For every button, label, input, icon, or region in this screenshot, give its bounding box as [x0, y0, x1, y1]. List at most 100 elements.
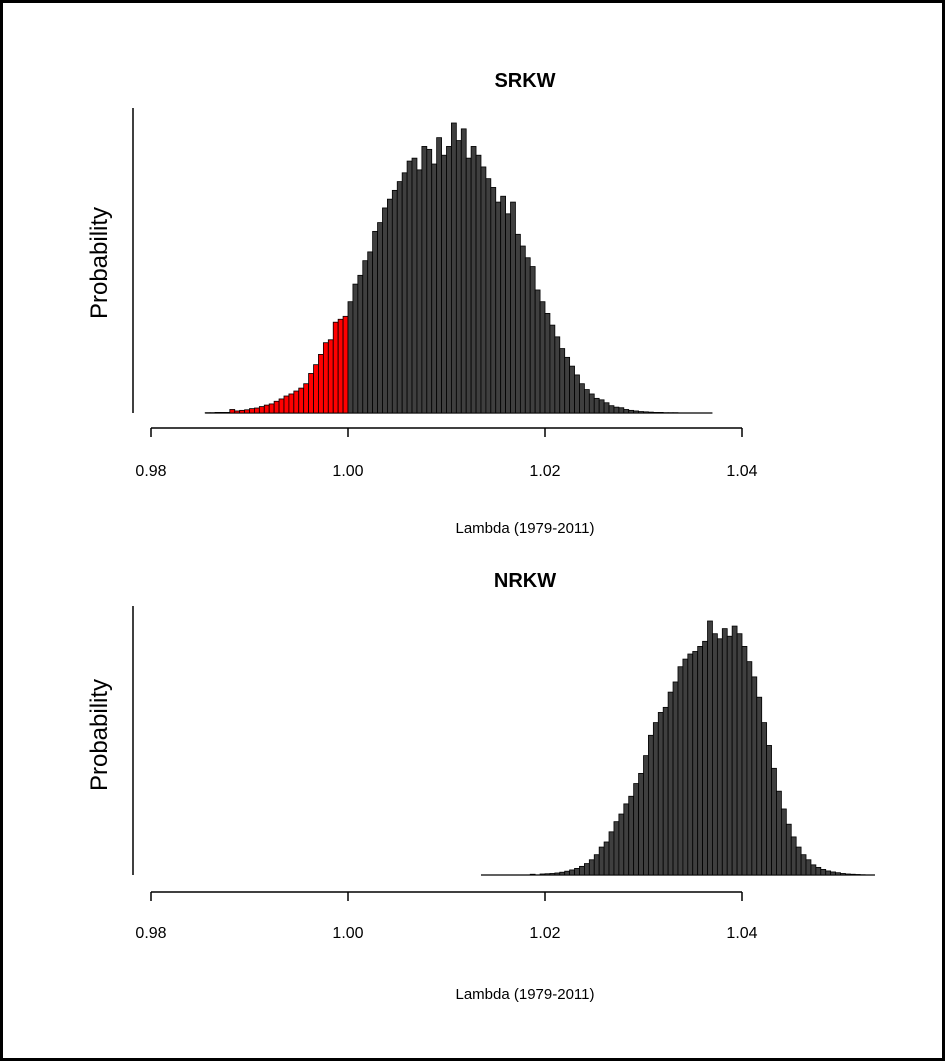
histogram-bar	[747, 662, 752, 875]
histogram-bar	[619, 814, 624, 875]
histogram-bar-highlighted	[225, 412, 230, 413]
histogram-bar	[609, 406, 614, 413]
histogram-bar	[614, 407, 619, 413]
histogram-bar-highlighted	[309, 373, 314, 413]
histogram-bar	[653, 412, 658, 413]
histogram-bar	[767, 745, 772, 875]
histogram-bar	[722, 629, 727, 875]
histogram-bar-highlighted	[259, 407, 264, 413]
histogram-bar	[619, 408, 624, 413]
histogram-bar	[634, 784, 639, 875]
histogram-bar	[658, 712, 663, 875]
histogram-bar	[481, 167, 486, 413]
histogram-bar	[624, 409, 629, 413]
histogram-bar	[575, 868, 580, 875]
histogram-bar-highlighted	[299, 388, 304, 413]
y-axis-label: Probability	[86, 679, 113, 791]
histogram-bar	[683, 659, 688, 875]
histogram-bar	[644, 756, 649, 875]
bars-group	[481, 621, 875, 875]
histogram-bar	[397, 182, 402, 413]
histogram-bar	[368, 252, 373, 413]
histogram-bar	[614, 822, 619, 875]
chart-title: SRKW	[494, 70, 555, 92]
histogram-bar	[604, 403, 609, 413]
histogram-bar	[811, 865, 816, 875]
histogram-bar-highlighted	[274, 401, 279, 413]
histogram-bar-highlighted	[318, 354, 323, 413]
histogram-bar	[752, 677, 757, 875]
histogram-bar	[826, 871, 831, 875]
histogram-bar	[698, 646, 703, 875]
histogram-bar	[648, 412, 653, 413]
histogram-bar-highlighted	[323, 343, 328, 413]
histogram-bar	[594, 855, 599, 875]
histogram-bar	[525, 258, 530, 413]
histogram-bar	[658, 412, 663, 413]
histogram-bar-highlighted	[294, 391, 299, 413]
histogram-bar	[491, 187, 496, 413]
x-axis-label: Lambda (1979-2011)	[456, 520, 595, 537]
histogram-bar-highlighted	[304, 384, 309, 413]
histogram-bar-highlighted	[328, 340, 333, 413]
histogram-bar	[575, 375, 580, 413]
histogram-bar-highlighted	[220, 412, 225, 413]
histogram-bar	[530, 267, 535, 413]
histogram-bar	[816, 867, 821, 875]
histogram-bar	[565, 357, 570, 413]
x-tick-label: 0.98	[135, 925, 166, 942]
histogram-bar	[373, 231, 378, 413]
histogram-bar	[437, 138, 442, 413]
x-tick-label: 1.02	[529, 463, 560, 480]
x-axis	[151, 892, 742, 901]
bars-group	[205, 123, 712, 413]
histogram-bar-highlighted	[254, 408, 259, 413]
histogram-bar	[422, 146, 427, 413]
histogram-bar-highlighted	[230, 409, 235, 413]
histogram-bar	[540, 874, 545, 875]
histogram-bar	[796, 847, 801, 875]
histogram-bar	[530, 874, 535, 875]
histogram-bar	[772, 768, 777, 875]
histogram-bar	[565, 871, 570, 875]
histogram-bar	[629, 796, 634, 875]
histogram-bar	[836, 873, 841, 875]
histogram-bar	[604, 842, 609, 875]
histogram-bar	[599, 400, 604, 413]
histogram-bar	[476, 155, 481, 413]
histogram-bar	[589, 394, 594, 413]
histogram-bar	[550, 873, 555, 875]
histogram-bar	[850, 874, 855, 875]
x-axis-label: Lambda (1979-2011)	[456, 986, 595, 1003]
histogram-bar	[540, 302, 545, 413]
histogram-bar	[712, 634, 717, 875]
histogram-bar	[624, 804, 629, 875]
panel-srkw: SRKW Probability 0.98 1.00 1.02 1.04 Lam…	[86, 70, 758, 537]
histogram-bar-highlighted	[338, 319, 343, 413]
histogram-figure: SRKW Probability 0.98 1.00 1.02 1.04 Lam…	[3, 3, 945, 1064]
histogram-bar	[501, 196, 506, 413]
histogram-bar	[639, 773, 644, 875]
histogram-bar	[678, 667, 683, 875]
histogram-bar	[432, 164, 437, 413]
x-tick-label: 1.04	[726, 925, 757, 942]
histogram-bar	[535, 290, 540, 413]
histogram-bar	[653, 723, 658, 875]
histogram-bar	[584, 390, 589, 413]
histogram-bar	[353, 284, 358, 413]
histogram-bar	[757, 697, 762, 875]
histogram-bar	[732, 626, 737, 875]
histogram-bar-highlighted	[264, 405, 269, 413]
x-tick-label: 1.02	[529, 925, 560, 942]
x-axis	[151, 428, 742, 437]
histogram-bar	[688, 654, 693, 875]
histogram-bar	[806, 860, 811, 875]
histogram-bar-highlighted	[235, 411, 240, 413]
histogram-bar	[717, 639, 722, 875]
histogram-bar	[550, 325, 555, 413]
histogram-bar	[466, 158, 471, 413]
histogram-bar	[461, 129, 466, 413]
panel-nrkw: NRKW Probability 0.98 1.00 1.02 1.04 Lam…	[86, 570, 875, 1003]
histogram-bar	[589, 860, 594, 875]
